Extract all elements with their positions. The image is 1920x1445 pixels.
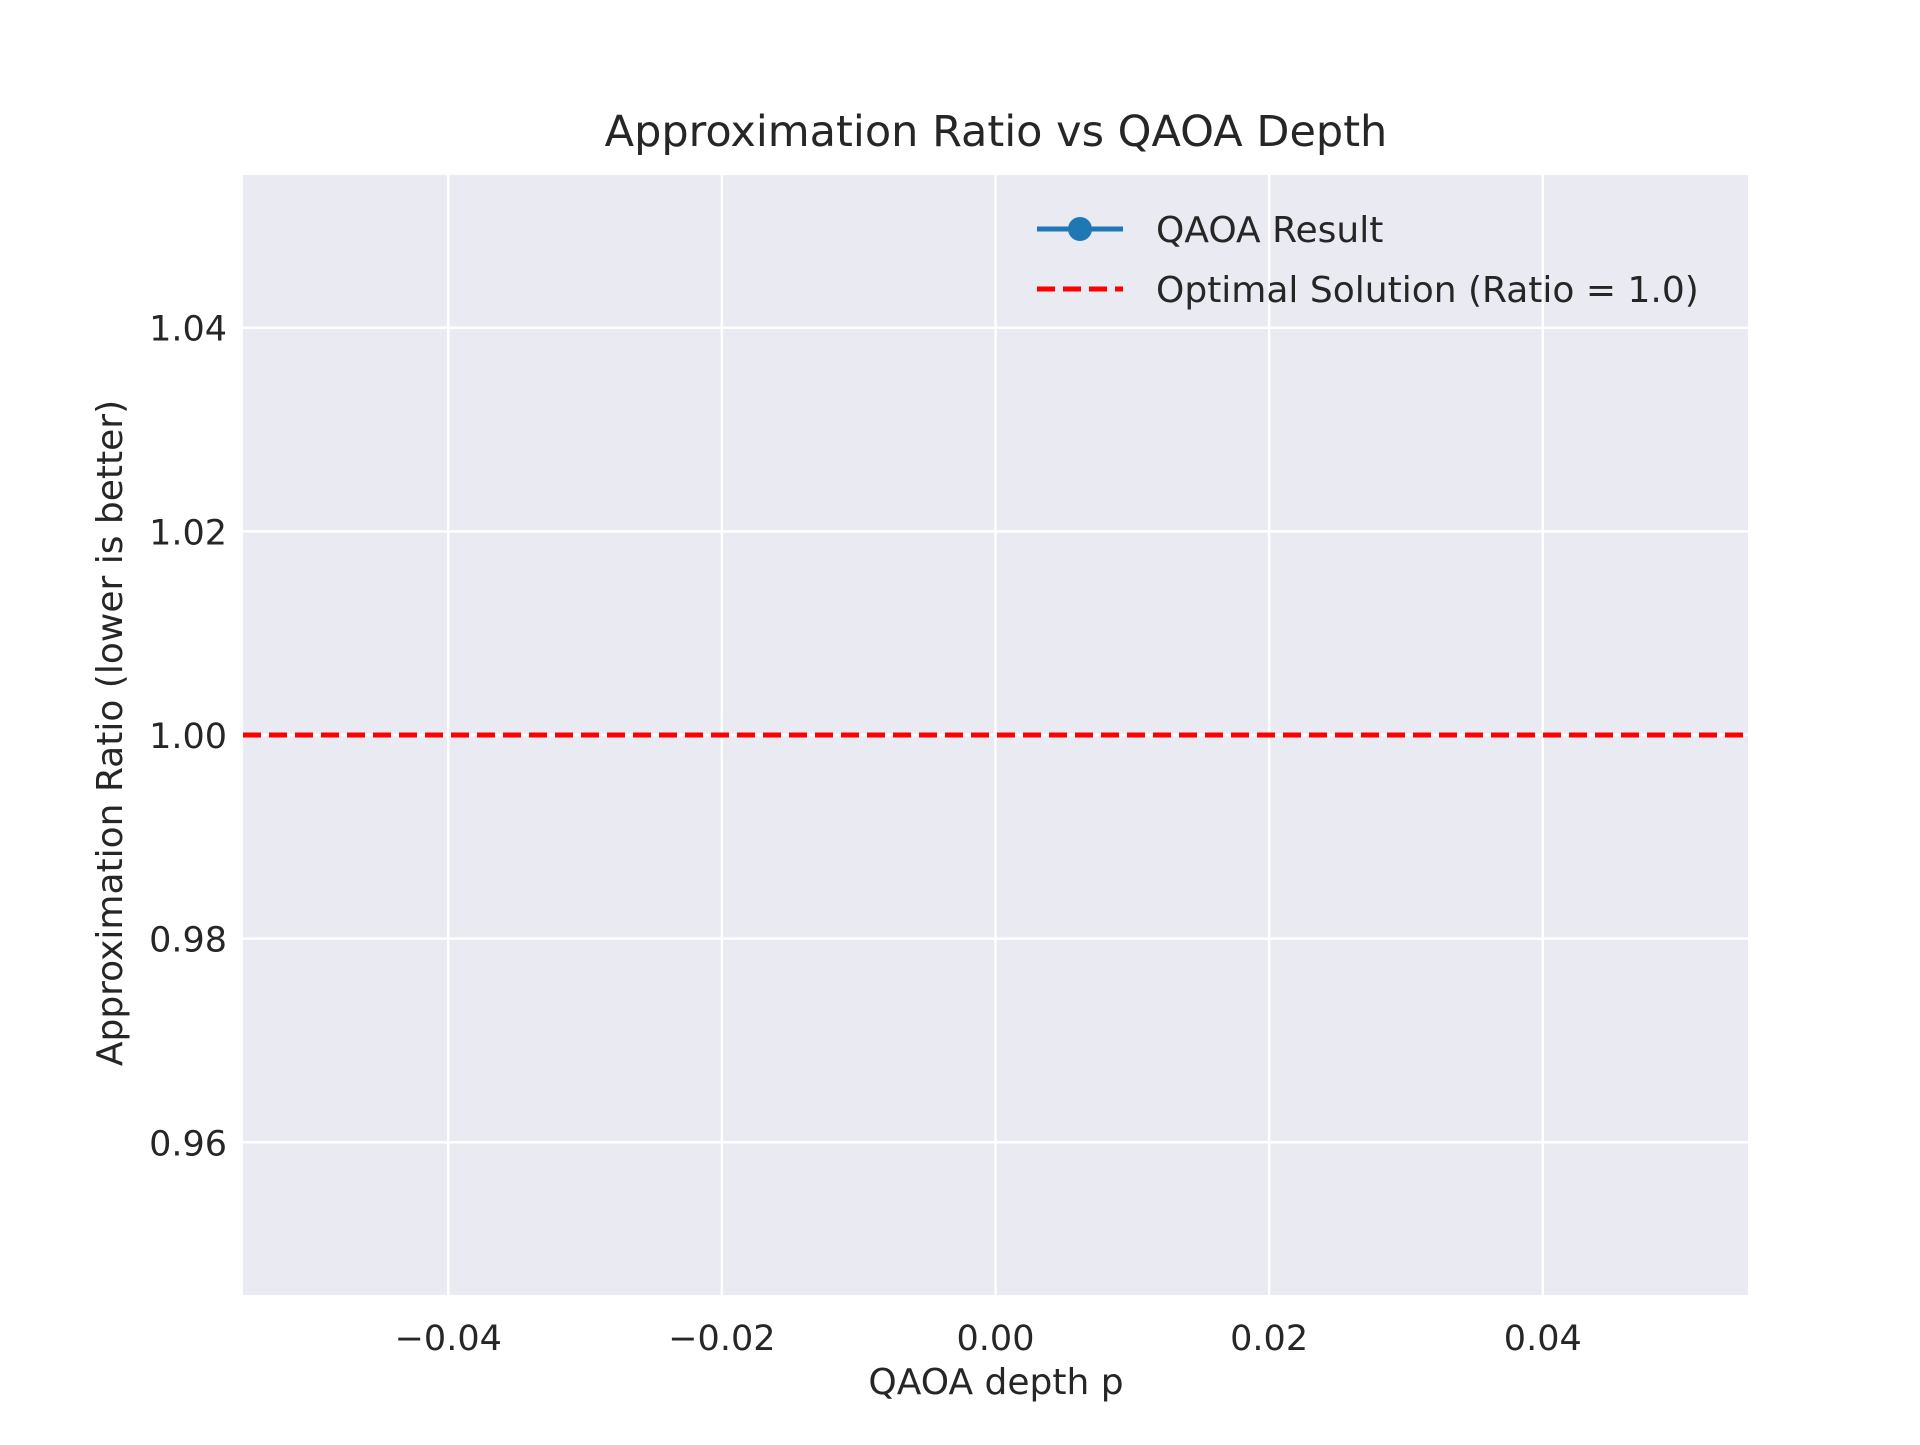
y-tick-label: 1.02 [149,513,227,553]
x-tick-label: 0.04 [1504,1319,1582,1359]
legend-marker-qaoa-result [1068,217,1092,241]
tick-labels: −0.04 −0.02 0.00 0.02 0.04 0.96 0.98 1.00 1.02 1.… [149,310,1582,1359]
y-tick-label: 0.96 [149,1124,227,1164]
chart-title: Approximation Ratio vs QAOA Depth [605,107,1388,157]
x-tick-label: −0.04 [395,1319,502,1359]
y-tick-label: 1.00 [149,717,227,757]
y-tick-label: 1.04 [149,310,227,350]
x-axis-label: QAOA depth p [868,1362,1123,1403]
legend-entry-qaoa-result: QAOA Result [1037,210,1383,251]
legend-label-optimal-solution: Optimal Solution (Ratio = 1.0) [1156,270,1699,311]
legend: QAOA Result Optimal Solution (Ratio = 1.… [1037,210,1699,311]
x-tick-label: 0.00 [957,1319,1035,1359]
legend-entry-optimal-solution: Optimal Solution (Ratio = 1.0) [1037,270,1699,311]
x-tick-label: −0.02 [668,1319,775,1359]
legend-label-qaoa-result: QAOA Result [1156,210,1383,251]
y-axis-label: Approximation Ratio (lower is better) [90,400,131,1066]
x-tick-label: 0.02 [1230,1319,1308,1359]
y-tick-label: 0.98 [149,921,227,961]
